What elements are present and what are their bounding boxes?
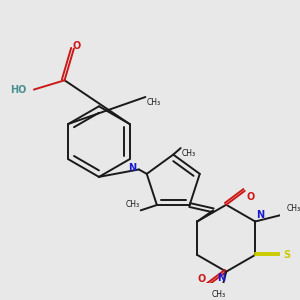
Text: O: O: [246, 192, 254, 202]
Text: N: N: [217, 273, 225, 283]
Text: O: O: [73, 41, 81, 51]
Text: CH₃: CH₃: [212, 290, 226, 298]
Text: O: O: [198, 274, 206, 284]
Text: CH₃: CH₃: [147, 98, 161, 107]
Text: HO: HO: [11, 85, 27, 94]
Text: N: N: [256, 210, 265, 220]
Text: N: N: [128, 163, 137, 173]
Text: S: S: [284, 250, 290, 260]
Text: CH₃: CH₃: [125, 200, 139, 209]
Text: CH₃: CH₃: [286, 204, 300, 213]
Text: CH₃: CH₃: [182, 149, 196, 158]
